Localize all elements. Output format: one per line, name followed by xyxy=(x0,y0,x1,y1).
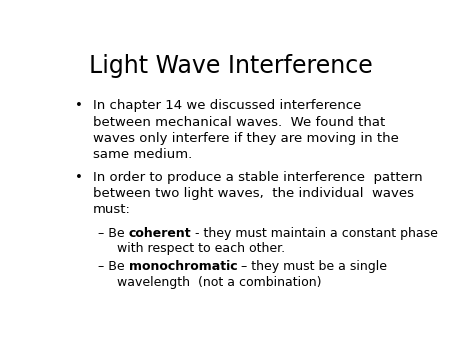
Text: – Be: – Be xyxy=(98,261,129,273)
Text: between mechanical waves.  We found that: between mechanical waves. We found that xyxy=(93,116,385,128)
Text: same medium.: same medium. xyxy=(93,148,192,161)
Text: In chapter 14 we discussed interference: In chapter 14 we discussed interference xyxy=(93,99,361,112)
Text: In order to produce a stable interference  pattern: In order to produce a stable interferenc… xyxy=(93,171,423,184)
Text: - they must maintain a constant phase: - they must maintain a constant phase xyxy=(191,227,438,240)
Text: – Be: – Be xyxy=(98,227,129,240)
Text: between two light waves,  the individual  waves: between two light waves, the individual … xyxy=(93,187,414,200)
Text: – they must be a single: – they must be a single xyxy=(237,261,387,273)
Text: with respect to each other.: with respect to each other. xyxy=(117,242,285,255)
Text: •: • xyxy=(76,171,83,184)
Text: Light Wave Interference: Light Wave Interference xyxy=(89,54,373,78)
Text: coherent: coherent xyxy=(129,227,191,240)
Text: must:: must: xyxy=(93,203,131,216)
Text: waves only interfere if they are moving in the: waves only interfere if they are moving … xyxy=(93,132,399,145)
Text: wavelength  (not a combination): wavelength (not a combination) xyxy=(117,275,322,289)
Text: •: • xyxy=(76,99,83,112)
Text: monochromatic: monochromatic xyxy=(129,261,237,273)
